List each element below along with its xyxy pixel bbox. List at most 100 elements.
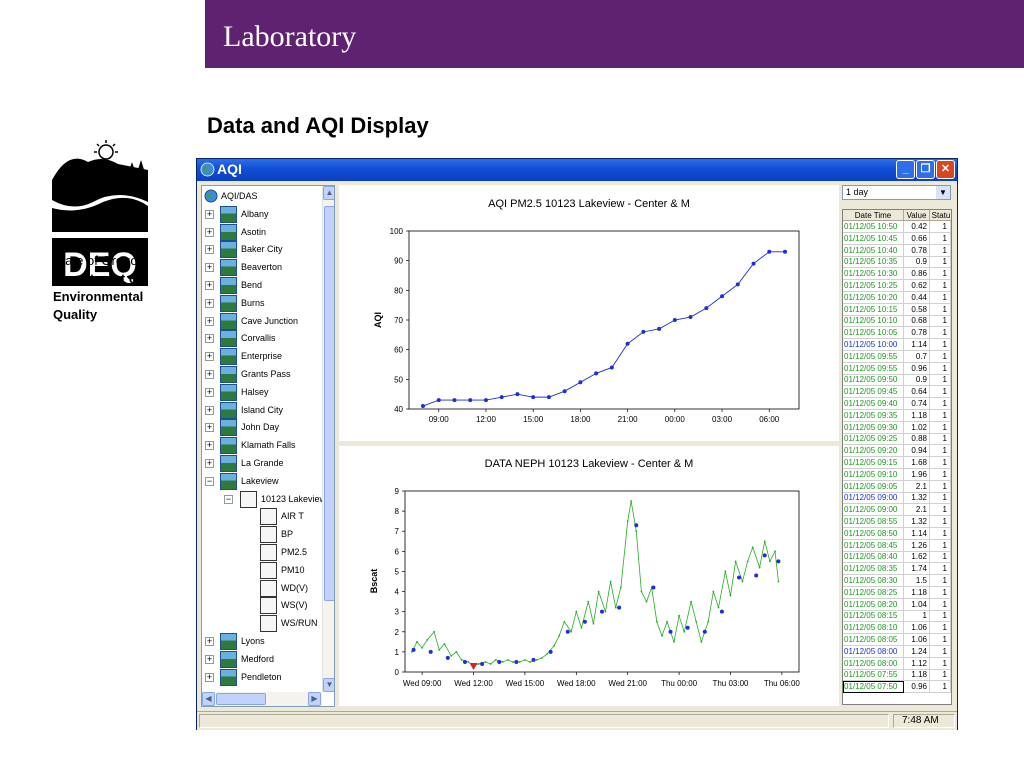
neph-5min-point: [518, 661, 521, 663]
table-row[interactable]: 01/12/05 08:30 1.5 1: [843, 575, 951, 587]
table-row[interactable]: 01/12/05 08:55 1.32 1: [843, 516, 951, 528]
expand-icon[interactable]: +: [205, 636, 214, 646]
collapse-icon[interactable]: −: [205, 475, 214, 486]
table-row[interactable]: 01/12/05 09:15 1.68 1: [843, 457, 951, 469]
expand-icon[interactable]: +: [205, 244, 214, 255]
scroll-thumb[interactable]: [324, 206, 334, 601]
expand-icon[interactable]: +: [205, 333, 214, 344]
table-row[interactable]: 01/12/05 09:00 2.1 1: [843, 504, 951, 517]
table-row[interactable]: 01/12/05 10:35 0.9 1: [843, 256, 951, 269]
neph-5min-point: [484, 661, 487, 663]
table-row[interactable]: 01/12/05 10:30 0.86 1: [843, 268, 951, 281]
table-row[interactable]: 01/12/05 08:05 1.06 1: [843, 634, 951, 646]
neph-5min-point: [592, 622, 595, 625]
station-tree[interactable]: AQI/DAS + Albany + Asotin + Baker City + Beavert…: [201, 185, 335, 707]
table-row[interactable]: 01/12/05 10:25 0.62 1: [843, 280, 951, 292]
expand-icon[interactable]: +: [205, 404, 214, 415]
globe-icon: [204, 189, 218, 203]
cell-value: 1.18: [904, 409, 930, 422]
table-row[interactable]: 01/12/05 09:55 0.96 1: [843, 362, 951, 375]
cell-status: 1: [930, 386, 951, 399]
col-header-value[interactable]: Value: [904, 210, 930, 221]
expand-icon[interactable]: +: [205, 315, 214, 326]
table-row[interactable]: 01/12/05 08:00 1.12 1: [843, 657, 951, 670]
table-row[interactable]: 01/12/05 09:55 0.7 1: [843, 350, 951, 363]
neph-5min-point: [506, 659, 509, 661]
status-bar: 7:48 AM: [197, 711, 957, 730]
neph-5min-point: [421, 646, 424, 649]
scroll-down-arrow-icon[interactable]: ▼: [323, 678, 334, 692]
hscroll-thumb[interactable]: [216, 693, 266, 705]
cell-value: 0.94: [904, 445, 930, 458]
expand-icon[interactable]: +: [205, 653, 214, 664]
tree-item-label: BP: [281, 529, 294, 540]
table-row[interactable]: 01/12/05 09:05 2.1 1: [843, 480, 951, 493]
expand-icon[interactable]: +: [205, 458, 214, 468]
title-bar[interactable]: AQI _ ❐ ✕: [197, 159, 957, 181]
table-row[interactable]: 01/12/05 08:40 1.62 1: [843, 551, 951, 564]
col-header-status[interactable]: Statu: [930, 210, 951, 221]
table-row[interactable]: 01/12/05 09:45 0.64 1: [843, 386, 951, 399]
neph-5min-point: [661, 634, 663, 637]
expand-icon[interactable]: +: [205, 297, 214, 308]
table-row[interactable]: 01/12/05 10:40 0.78 1: [843, 244, 951, 257]
cell-value: 0.42: [904, 221, 930, 233]
neph-5min-point: [746, 560, 749, 563]
table-row[interactable]: 01/12/05 09:25 0.88 1: [843, 433, 951, 446]
scroll-left-arrow-icon[interactable]: ◀: [202, 692, 215, 706]
cell-value: 1.24: [904, 645, 930, 658]
table-row[interactable]: 01/12/05 10:15 0.58 1: [843, 303, 951, 316]
table-row[interactable]: 01/12/05 08:25 1.18 1: [843, 586, 951, 599]
table-row[interactable]: 01/12/05 09:20 0.94 1: [843, 445, 951, 458]
cell-status: 1: [930, 551, 951, 564]
table-row[interactable]: 01/12/05 10:20 0.44 1: [843, 291, 951, 304]
table-row[interactable]: 01/12/05 08:20 1.04 1: [843, 598, 951, 611]
table-row[interactable]: 01/12/05 10:50 0.42 1: [843, 221, 951, 233]
tree-vertical-scrollbar[interactable]: ▲ ▼: [322, 186, 334, 692]
expand-icon[interactable]: +: [205, 280, 214, 290]
table-row[interactable]: 01/12/05 08:15 1 1: [843, 610, 951, 623]
expand-icon[interactable]: +: [205, 208, 214, 219]
table-row[interactable]: 01/12/05 10:10 0.68 1: [843, 315, 951, 328]
table-row[interactable]: 01/12/05 07:55 1.18 1: [843, 669, 951, 682]
data-table[interactable]: Date Time Value Statu 01/12/05 10:50 0.42…: [842, 209, 952, 705]
expand-icon[interactable]: +: [205, 351, 214, 362]
collapse-icon[interactable]: −: [224, 493, 233, 504]
close-button[interactable]: ✕: [936, 160, 955, 179]
minimize-button[interactable]: _: [896, 160, 915, 179]
restore-button[interactable]: ❐: [916, 160, 935, 179]
table-row[interactable]: 01/12/05 09:40 0.74 1: [843, 398, 951, 410]
table-row[interactable]: 01/12/05 08:10 1.06 1: [843, 622, 951, 635]
table-row[interactable]: 01/12/05 08:45 1.26 1: [843, 539, 951, 552]
table-row[interactable]: 01/12/05 09:35 1.18 1: [843, 409, 951, 422]
expand-icon[interactable]: +: [205, 226, 214, 237]
table-row[interactable]: 01/12/05 09:00 1.32 1: [843, 492, 951, 505]
expand-icon[interactable]: +: [205, 369, 214, 379]
range-dropdown[interactable]: 1 day ▼: [842, 185, 951, 200]
tree-horizontal-scrollbar[interactable]: ◀ ▶: [202, 692, 322, 706]
data-pane: 1 day ▼ Date Time Value Statu 01/12/05 1…: [842, 185, 954, 707]
scroll-right-arrow-icon[interactable]: ▶: [308, 692, 321, 706]
expand-icon[interactable]: +: [205, 671, 214, 682]
table-row[interactable]: 01/12/05 09:10 1.96 1: [843, 468, 951, 481]
table-row[interactable]: 01/12/05 10:45 0.66 1: [843, 232, 951, 245]
x-tick-label: 21:00: [618, 415, 639, 424]
table-row[interactable]: 01/12/05 08:35 1.74 1: [843, 563, 951, 576]
table-row[interactable]: 01/12/05 09:30 1.02 1: [843, 421, 951, 434]
expand-icon[interactable]: +: [205, 440, 214, 451]
scroll-up-arrow-icon[interactable]: ▲: [323, 186, 334, 200]
chevron-down-icon[interactable]: ▼: [936, 186, 950, 199]
table-row[interactable]: 01/12/05 10:05 0.78 1: [843, 327, 951, 340]
neph-5min-point: [690, 600, 692, 603]
site-icon: [220, 205, 237, 223]
table-row[interactable]: 01/12/05 08:00 1.24 1: [843, 645, 951, 658]
expand-icon[interactable]: +: [205, 262, 214, 273]
expand-icon[interactable]: +: [205, 422, 214, 433]
expand-icon[interactable]: +: [205, 386, 214, 397]
col-header-datetime[interactable]: Date Time: [843, 210, 904, 221]
cell-datetime: 01/12/05 09:35: [843, 409, 904, 422]
table-row[interactable]: 01/12/05 08:50 1.14 1: [843, 527, 951, 540]
table-row[interactable]: 01/12/05 10:00 1.14 1: [843, 339, 951, 351]
table-row[interactable]: 01/12/05 07:50 0.96 1: [843, 681, 951, 694]
table-row[interactable]: 01/12/05 09:50 0.9 1: [843, 374, 951, 387]
